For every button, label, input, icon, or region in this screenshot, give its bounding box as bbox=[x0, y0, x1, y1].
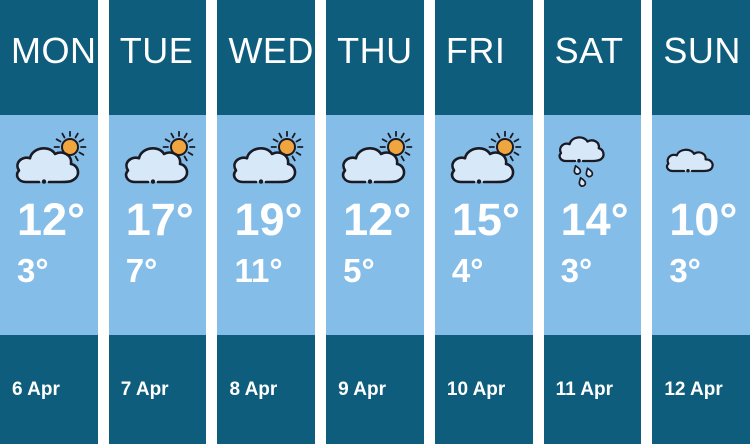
rain-cloud-icon bbox=[556, 132, 608, 188]
date-label: 10 Apr bbox=[434, 335, 533, 444]
high-temperature: 10° bbox=[669, 194, 738, 245]
date-label: 9 Apr bbox=[326, 335, 424, 444]
low-temperature: 7° bbox=[125, 252, 158, 289]
date-label: 11 Apr bbox=[543, 335, 642, 444]
sun-behind-cloud-icon bbox=[338, 131, 418, 189]
cloud-icon bbox=[664, 147, 722, 173]
forecast-column-body: 12° 3° bbox=[0, 115, 98, 335]
high-temperature: 14° bbox=[560, 194, 629, 245]
weather-icon-box bbox=[121, 127, 207, 193]
weather-icon-box bbox=[12, 127, 98, 193]
high-temperature: 15° bbox=[451, 194, 520, 245]
low-temperature: 4° bbox=[451, 252, 484, 289]
forecast-column-sun[interactable]: SUN 10° 3° 12 Apr bbox=[652, 0, 750, 444]
day-name: MON bbox=[0, 0, 98, 115]
high-temperature: 19° bbox=[234, 194, 303, 245]
low-temperature: 3° bbox=[669, 252, 701, 289]
forecast-column-thu[interactable]: THU 12° 5° 9 Apr bbox=[326, 0, 424, 444]
forecast-column-body: 10° 3° bbox=[652, 115, 750, 335]
low-temperature: 3° bbox=[560, 252, 593, 289]
weather-icon-box bbox=[229, 127, 315, 193]
day-name: SUN bbox=[652, 0, 750, 115]
day-name: THU bbox=[326, 0, 424, 115]
day-name: FRI bbox=[434, 0, 533, 115]
high-temperature: 12° bbox=[17, 194, 86, 245]
forecast-column-mon[interactable]: MON 12° 3° 6 Apr bbox=[0, 0, 98, 444]
low-temperature: 5° bbox=[343, 252, 375, 289]
weather-icon-box bbox=[338, 127, 424, 193]
weather-icon-box bbox=[556, 127, 642, 193]
day-name: WED bbox=[217, 0, 316, 115]
date-label: 12 Apr bbox=[652, 335, 750, 444]
date-label: 7 Apr bbox=[108, 335, 207, 444]
sun-behind-cloud-icon bbox=[121, 131, 201, 189]
forecast-column-body: 15° 4° bbox=[434, 115, 533, 335]
forecast-column-wed[interactable]: WED 19° 11° 8 Apr bbox=[217, 0, 316, 444]
day-name: TUE bbox=[108, 0, 207, 115]
sun-behind-cloud-icon bbox=[12, 131, 92, 189]
date-label: 8 Apr bbox=[217, 335, 316, 444]
high-temperature: 12° bbox=[343, 194, 412, 245]
forecast-column-body: 14° 3° bbox=[543, 115, 642, 335]
forecast-column-body: 17° 7° bbox=[108, 115, 207, 335]
weather-icon-box bbox=[447, 127, 533, 193]
low-temperature: 3° bbox=[17, 252, 49, 289]
low-temperature: 11° bbox=[234, 252, 283, 289]
high-temperature: 17° bbox=[125, 194, 194, 245]
forecast-column-fri[interactable]: FRI 15° 4° 10 Apr bbox=[434, 0, 533, 444]
sun-behind-cloud-icon bbox=[447, 131, 527, 189]
forecast-column-body: 19° 11° bbox=[217, 115, 316, 335]
date-label: 6 Apr bbox=[0, 335, 98, 444]
sun-behind-cloud-icon bbox=[229, 131, 309, 189]
day-name: SAT bbox=[543, 0, 642, 115]
weather-icon-box bbox=[664, 127, 750, 193]
forecast-column-body: 12° 5° bbox=[326, 115, 424, 335]
forecast-column-tue[interactable]: TUE 17° 7° 7 Apr bbox=[108, 0, 207, 444]
forecast-column-sat[interactable]: SAT 14° 3° 11 Apr bbox=[543, 0, 642, 444]
